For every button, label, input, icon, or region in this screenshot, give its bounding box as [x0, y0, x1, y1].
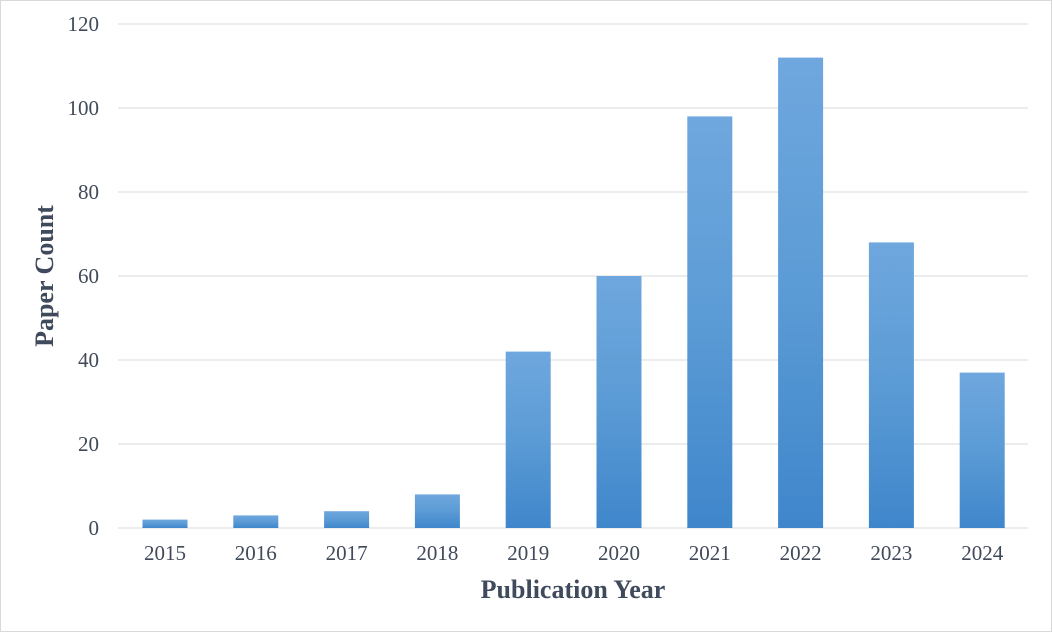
x-axis-ticks: 2015 2016 2017 2018 2019 2020 2021 2022 2023 2024 [144, 541, 1004, 565]
bar-2017 [324, 511, 370, 528]
y-tick-label: 20 [78, 432, 99, 456]
y-axis-title: Paper Count [30, 205, 59, 347]
x-tick-label: 2024 [961, 541, 1004, 565]
x-tick-label: 2017 [326, 541, 368, 565]
bar-2015 [142, 519, 188, 528]
x-tick-label: 2019 [507, 541, 549, 565]
x-tick-label: 2020 [598, 541, 640, 565]
x-tick-label: 2016 [235, 541, 277, 565]
bar-2019 [505, 351, 551, 528]
y-tick-label: 80 [78, 180, 99, 204]
x-tick-label: 2021 [689, 541, 731, 565]
bar-2020 [596, 276, 642, 528]
x-tick-label: 2023 [870, 541, 912, 565]
y-tick-label: 120 [68, 12, 100, 36]
x-tick-label: 2018 [416, 541, 458, 565]
bar-2018 [414, 494, 460, 528]
y-tick-label: 100 [68, 96, 100, 120]
y-tick-label: 40 [78, 348, 99, 372]
y-tick-label: 0 [89, 516, 100, 540]
bar-2023 [868, 242, 914, 528]
bars [142, 57, 1005, 529]
y-tick-label: 60 [78, 264, 99, 288]
x-tick-label: 2022 [780, 541, 822, 565]
y-axis-ticks: 0 20 40 60 80 100 120 [68, 12, 100, 540]
bar-2022 [778, 57, 824, 528]
x-tick-label: 2015 [144, 541, 186, 565]
bar-2016 [233, 515, 279, 528]
bar-2024 [959, 372, 1005, 528]
x-axis-title: Publication Year [481, 575, 666, 604]
bar-2021 [687, 116, 733, 529]
